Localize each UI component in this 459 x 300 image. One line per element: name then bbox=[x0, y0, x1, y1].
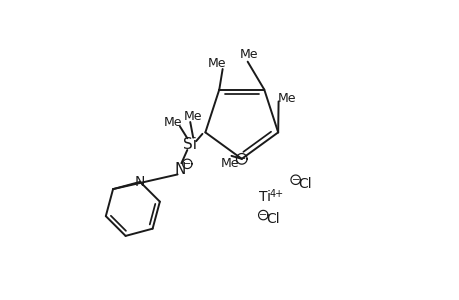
Text: Me: Me bbox=[163, 116, 181, 128]
Text: Me: Me bbox=[207, 57, 225, 70]
Text: −: − bbox=[237, 154, 245, 164]
Text: N: N bbox=[174, 162, 185, 177]
Text: Me: Me bbox=[184, 110, 202, 123]
Text: −: − bbox=[183, 159, 191, 169]
Text: Cl: Cl bbox=[265, 212, 279, 226]
Text: −: − bbox=[291, 175, 299, 185]
Text: −: − bbox=[258, 210, 267, 220]
Text: Me: Me bbox=[220, 157, 239, 170]
Text: Ti: Ti bbox=[259, 190, 271, 204]
Text: 4+: 4+ bbox=[269, 189, 283, 199]
Text: Me: Me bbox=[278, 92, 296, 105]
Text: Me: Me bbox=[239, 48, 258, 61]
Text: Cl: Cl bbox=[297, 177, 311, 191]
Text: Si: Si bbox=[183, 136, 197, 152]
Text: N: N bbox=[134, 175, 145, 189]
